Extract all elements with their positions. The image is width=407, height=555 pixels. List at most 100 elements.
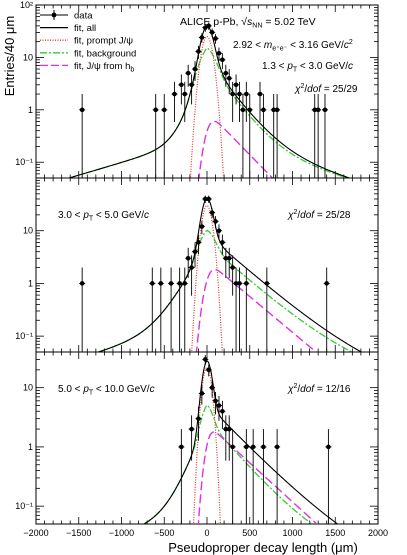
data-point bbox=[223, 426, 229, 432]
header-annotations: ALICE p-Pb, √sNN = 5.02 TeV 2.92 < me⁺e⁻… bbox=[180, 16, 353, 53]
data-point bbox=[312, 107, 318, 113]
data-point bbox=[244, 91, 249, 97]
y-tick-label: 10 bbox=[23, 52, 33, 62]
data-point bbox=[209, 210, 215, 215]
pt-range: 5.0 < pT < 10.0 GeV/c bbox=[58, 384, 155, 397]
data-point bbox=[192, 249, 198, 254]
data-point bbox=[261, 444, 266, 450]
data-point bbox=[220, 408, 225, 414]
panel-bottom: 10⁻¹ 1 10 5.0 < pT < 10.0 GeV/c χ2/dof = 12/… bbox=[15, 351, 379, 525]
data-point bbox=[79, 281, 85, 286]
fit-background-curve bbox=[96, 229, 354, 352]
legend-item-background: fit, background bbox=[40, 48, 136, 59]
data-point bbox=[179, 82, 184, 88]
data-point bbox=[206, 367, 212, 373]
y-tick-label: 1 bbox=[28, 105, 33, 115]
chi2-annotation: χ2/dof = 25/28 bbox=[287, 209, 351, 221]
data-point bbox=[261, 107, 266, 113]
fit-prompt-curve bbox=[192, 366, 222, 524]
y-tick-label: 1 bbox=[28, 278, 33, 288]
data-point bbox=[199, 391, 205, 396]
data-point bbox=[213, 219, 218, 224]
x-tick-label: 1000 bbox=[282, 528, 302, 538]
data-point bbox=[161, 107, 167, 113]
y-tick-label: 10⁻¹ bbox=[15, 331, 33, 341]
x-tick-label: 2000 bbox=[368, 528, 388, 538]
data-point bbox=[230, 91, 235, 97]
data-point bbox=[223, 255, 229, 261]
data-point bbox=[216, 403, 222, 408]
legend-item-prompt: fit, prompt J/ψ bbox=[40, 36, 133, 47]
data-point bbox=[199, 35, 205, 40]
data-point bbox=[202, 357, 208, 362]
data-point bbox=[213, 398, 218, 404]
data-point bbox=[324, 281, 330, 286]
data-point bbox=[230, 444, 235, 450]
legend-item-fit_all: fit, all bbox=[40, 23, 96, 34]
plot-frame bbox=[35, 351, 379, 525]
data-point bbox=[196, 49, 201, 54]
fit-background-curve bbox=[66, 47, 350, 178]
data-point bbox=[326, 444, 331, 450]
x-tick-label: −500 bbox=[154, 528, 174, 538]
x-tick-label: −1000 bbox=[109, 528, 134, 538]
data-point bbox=[274, 444, 280, 450]
data-point bbox=[196, 416, 201, 421]
legend-label: data bbox=[74, 11, 93, 22]
data-point bbox=[177, 281, 182, 286]
y-tick-label: 10 bbox=[23, 226, 33, 236]
data-point bbox=[79, 107, 85, 113]
pt-range: 3.0 < pT < 5.0 GeV/c bbox=[58, 210, 149, 223]
legend-label: fit, prompt J/ψ bbox=[74, 36, 133, 47]
legend-item-from_hb: fit, J/ψ from hb bbox=[40, 61, 134, 74]
data-point bbox=[250, 444, 256, 450]
data-point bbox=[182, 91, 188, 97]
data-point bbox=[153, 107, 158, 113]
data-point bbox=[244, 444, 249, 450]
x-tick-label: −2000 bbox=[23, 528, 48, 538]
data-point bbox=[206, 23, 212, 29]
fit-from-hb-curve bbox=[198, 120, 274, 178]
fit-all-curve bbox=[142, 360, 339, 524]
legend-label: fit, background bbox=[74, 48, 136, 59]
legend-label: fit, J/ψ from hb bbox=[74, 61, 134, 74]
data-point bbox=[158, 281, 164, 286]
data-point bbox=[237, 91, 242, 97]
data-point bbox=[233, 82, 239, 88]
y-tick-label: 10⁻¹ bbox=[15, 157, 33, 167]
data-point bbox=[185, 255, 191, 261]
fit-from-hb-curve bbox=[197, 431, 318, 524]
data-point bbox=[189, 82, 194, 88]
data-point bbox=[216, 228, 222, 234]
data-point bbox=[209, 30, 215, 35]
x-axis-title: Pseudoproper decay length (μm) bbox=[168, 540, 358, 555]
data-point bbox=[226, 75, 232, 81]
x-tick-label: −1500 bbox=[66, 528, 91, 538]
data-point bbox=[226, 426, 232, 432]
data-point bbox=[322, 107, 328, 113]
data-point bbox=[264, 281, 270, 286]
data-point bbox=[189, 265, 194, 270]
y-tick-label: 1 bbox=[28, 442, 33, 452]
legend-label: fit, all bbox=[74, 23, 96, 34]
y-tick-label: 10² bbox=[20, 0, 33, 10]
data-point bbox=[220, 57, 225, 63]
data-point bbox=[233, 281, 239, 286]
legend-item-data: data bbox=[40, 10, 93, 22]
data-point bbox=[149, 281, 155, 286]
data-point bbox=[192, 66, 198, 72]
data-point bbox=[168, 281, 174, 286]
data-point bbox=[226, 255, 232, 261]
x-tick-labels: −2000 −1500 −1000 −500 0 500 1000 1500 2000 bbox=[23, 528, 388, 538]
fit-prompt-curve bbox=[189, 35, 225, 178]
pt-range: 1.3 < pT < 3.0 GeV/c bbox=[262, 61, 353, 74]
y-tick-label: 10⁻¹ bbox=[15, 501, 33, 511]
data-point bbox=[315, 107, 321, 113]
x-tick-label: 1500 bbox=[325, 528, 345, 538]
data-point bbox=[185, 70, 191, 76]
data-point bbox=[189, 426, 194, 432]
fit-from-hb-curve bbox=[195, 268, 318, 352]
data-point bbox=[230, 265, 235, 270]
